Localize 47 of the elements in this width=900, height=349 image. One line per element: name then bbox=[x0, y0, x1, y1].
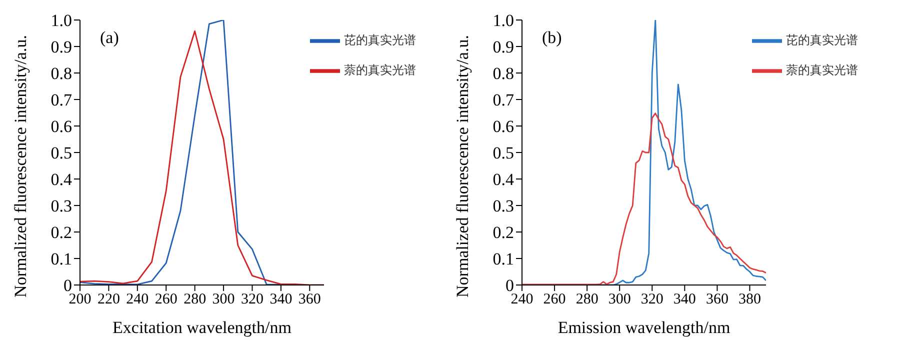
x-tick-label: 240 bbox=[510, 292, 534, 308]
x-tick-label: 280 bbox=[184, 292, 206, 308]
x-tick-label: 240 bbox=[126, 292, 149, 308]
x-tick-label: 320 bbox=[240, 292, 264, 308]
legend-label: 萘的真实光谱 bbox=[786, 62, 858, 77]
y-tick-label: 0.7 bbox=[50, 90, 72, 110]
x-axis-title: Excitation wavelength/nm bbox=[112, 318, 292, 337]
legend-label: 萘的真实光谱 bbox=[344, 62, 416, 77]
y-tick-label: 0.3 bbox=[492, 196, 514, 216]
x-tick-label: 260 bbox=[543, 292, 566, 308]
y-axis-title: Normalized fluorescence intensity/a.u. bbox=[453, 35, 472, 298]
y-tick-label: 0.9 bbox=[492, 38, 514, 57]
y-tick-label: 0.4 bbox=[50, 170, 72, 190]
y-tick-label: 0.7 bbox=[492, 90, 514, 110]
x-axis-title: Emission wavelength/nm bbox=[558, 318, 730, 337]
y-tick-label: 0.8 bbox=[492, 64, 514, 84]
x-tick-label: 220 bbox=[97, 292, 120, 308]
annotation: (a) bbox=[100, 28, 119, 48]
y-tick-label: 0.5 bbox=[492, 144, 514, 163]
y-tick-label: 0.9 bbox=[50, 38, 72, 57]
y-tick-label: 0.8 bbox=[50, 64, 72, 84]
x-tick-label: 280 bbox=[576, 292, 598, 308]
y-tick-label: 0.6 bbox=[50, 117, 72, 136]
x-tick-label: 320 bbox=[640, 292, 664, 308]
y-tick-label: 0.3 bbox=[50, 196, 72, 216]
y-tick-label: 0.6 bbox=[492, 117, 514, 136]
x-tick-label: 340 bbox=[673, 292, 696, 308]
x-tick-label: 360 bbox=[706, 292, 728, 308]
y-tick-label: 0.1 bbox=[492, 250, 514, 269]
x-tick-label: 300 bbox=[212, 292, 235, 308]
y-tick-label: 0.2 bbox=[50, 223, 72, 242]
x-tick-label: 300 bbox=[608, 292, 631, 308]
y-tick-label: 1.0 bbox=[492, 11, 514, 30]
legend-label: 芘的真实光谱 bbox=[344, 32, 416, 47]
y-tick-label: 0.2 bbox=[492, 223, 514, 242]
x-tick-label: 360 bbox=[298, 292, 321, 308]
annotation: (b) bbox=[542, 28, 562, 48]
x-tick-label: 260 bbox=[154, 292, 178, 308]
y-tick-label: 0.4 bbox=[492, 170, 514, 190]
y-axis-title: Normalized fluorescence intensity/a.u. bbox=[11, 35, 30, 298]
x-tick-label: 380 bbox=[738, 292, 761, 308]
y-tick-label: 0.5 bbox=[50, 144, 72, 163]
legend-label: 芘的真实光谱 bbox=[786, 32, 858, 47]
x-tick-label: 340 bbox=[270, 292, 292, 308]
y-tick-label: 0.1 bbox=[50, 250, 72, 269]
x-tick-label: 200 bbox=[68, 292, 92, 308]
y-tick-label: 1.0 bbox=[50, 11, 72, 30]
